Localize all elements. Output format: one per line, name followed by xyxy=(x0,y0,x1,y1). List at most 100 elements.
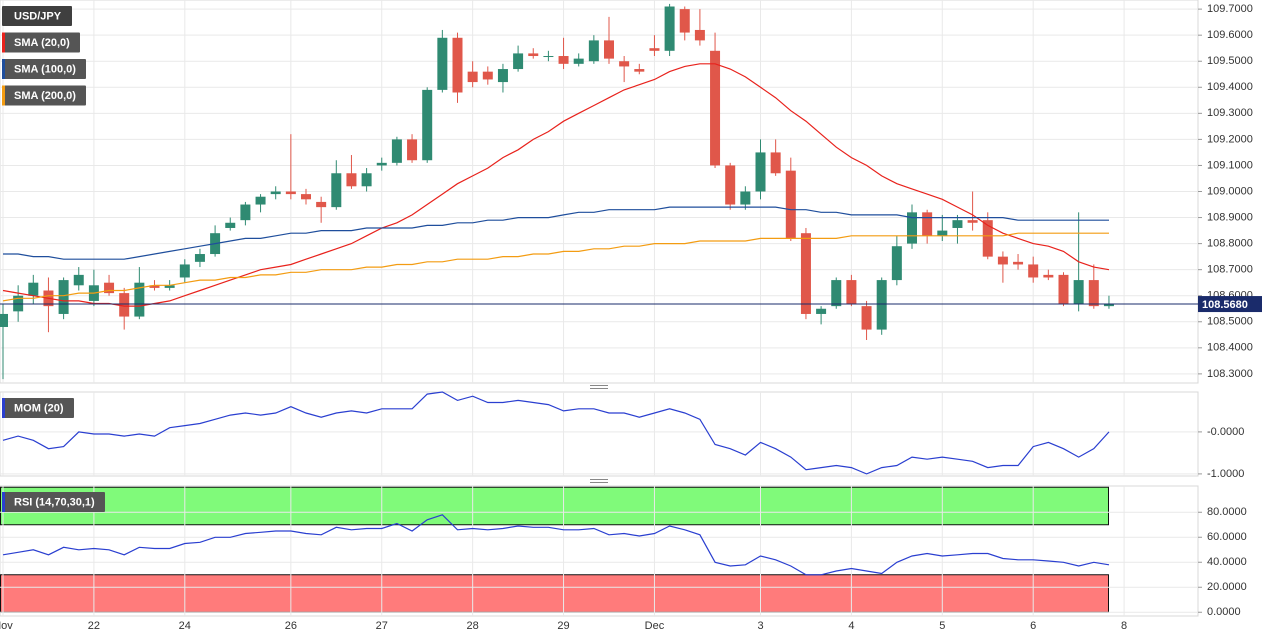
x-tick-label: 4 xyxy=(848,620,854,632)
candle-body xyxy=(240,204,251,221)
candle-body xyxy=(0,313,8,327)
last-price-label: 108.5680 xyxy=(1202,299,1248,311)
candle-body xyxy=(58,280,69,314)
candle-body xyxy=(1088,280,1099,307)
candle-body xyxy=(285,191,296,195)
candle-body xyxy=(619,61,630,67)
candle-body xyxy=(104,282,115,294)
candle-body xyxy=(876,280,887,330)
candle-body xyxy=(891,246,902,281)
candle-body xyxy=(967,220,978,223)
candle-body xyxy=(164,285,175,288)
legend-label: SMA (200,0) xyxy=(14,90,76,102)
indicator-line xyxy=(3,206,1109,260)
candle-body xyxy=(225,222,236,228)
candle-body xyxy=(740,191,751,205)
x-tick-label: 22 xyxy=(88,620,100,632)
over-layer: Nov 22 24 26 27 28 29 Dec 3 4 5 6 8 108.3000 108.4000 1… xyxy=(0,3,1262,632)
x-tick-label: 24 xyxy=(179,620,191,632)
candle-body xyxy=(28,282,39,296)
candle-body xyxy=(437,37,448,90)
candle-body xyxy=(482,71,493,80)
candle-body xyxy=(1028,264,1039,278)
y-tick-label: -1.0000 xyxy=(1207,468,1244,480)
x-tick-label: 8 xyxy=(1121,620,1127,632)
legend-box xyxy=(2,85,86,106)
candle-body xyxy=(543,56,554,58)
candle-body xyxy=(134,282,145,317)
x-tick-label: 3 xyxy=(757,620,763,632)
y-tick-label: 109.7000 xyxy=(1207,3,1253,15)
x-tick-label: Dec xyxy=(645,620,665,632)
candle-body xyxy=(301,194,311,200)
candle-body xyxy=(694,29,705,41)
candle-body xyxy=(119,293,130,317)
candle-body xyxy=(407,139,418,161)
candle-body xyxy=(785,170,796,239)
candle-body xyxy=(497,69,508,83)
candle-body xyxy=(1043,274,1054,278)
legend-label: USD/JPY xyxy=(14,10,62,22)
y-tick-label: 0.0000 xyxy=(1207,606,1241,618)
candle-body xyxy=(997,256,1008,265)
legend-swatch xyxy=(2,59,5,79)
y-tick-label: 108.9000 xyxy=(1207,211,1253,223)
x-tick-label: 26 xyxy=(285,620,297,632)
candle-body xyxy=(513,53,524,70)
candle-body xyxy=(361,173,372,187)
candle-body xyxy=(816,308,827,314)
y-tick-label: 108.5000 xyxy=(1207,316,1253,328)
mom-panel xyxy=(0,391,1199,477)
legend-box xyxy=(2,59,86,79)
candle-body xyxy=(179,264,190,278)
legend-label: MOM (20) xyxy=(14,402,64,414)
y-tick-label: 109.4000 xyxy=(1207,81,1253,93)
candle-body xyxy=(634,69,645,72)
candle-body xyxy=(952,220,963,228)
y-tick-label: 108.3000 xyxy=(1207,368,1253,380)
indicator-line xyxy=(2,391,1110,475)
candle-body xyxy=(710,50,721,166)
candle-body xyxy=(982,220,993,257)
candle-body xyxy=(1103,304,1114,307)
y-tick-label: 109.5000 xyxy=(1207,55,1253,67)
x-tick-label: 27 xyxy=(376,620,388,632)
x-tick-label: Nov xyxy=(0,620,13,632)
indicator-line xyxy=(2,514,1110,576)
x-tick-label: 5 xyxy=(939,620,945,632)
y-tick-label: 20.0000 xyxy=(1207,581,1247,593)
panel-handle[interactable] xyxy=(590,479,608,483)
indicator-line xyxy=(2,232,1109,302)
candle-body xyxy=(861,306,872,330)
candle-body xyxy=(846,280,857,304)
legend-label: SMA (20,0) xyxy=(14,37,70,49)
y-tick-label: 108.8000 xyxy=(1207,238,1253,250)
candle-body xyxy=(467,71,478,83)
candle-body xyxy=(800,233,811,314)
candle-body xyxy=(907,212,917,244)
candle-body xyxy=(1073,280,1084,304)
y-tick-label: 40.0000 xyxy=(1207,556,1247,568)
indicator-line xyxy=(2,63,1110,307)
candle-body xyxy=(270,191,281,195)
y-tick-label: 109.3000 xyxy=(1207,107,1253,119)
candle-body xyxy=(13,295,24,312)
candle-body xyxy=(391,139,402,163)
candle-body xyxy=(528,53,539,57)
legend-label: SMA (100,0) xyxy=(14,63,76,75)
candle-body xyxy=(316,201,327,208)
y-tick-label: 109.6000 xyxy=(1207,29,1253,41)
legend-swatch xyxy=(2,398,5,418)
legend-box xyxy=(2,32,80,53)
candle-body xyxy=(831,280,842,307)
candle-body xyxy=(73,274,84,286)
candle-body xyxy=(922,212,933,236)
candle-body xyxy=(452,37,463,93)
y-tick-label: 108.7000 xyxy=(1207,264,1253,276)
panel-handle[interactable] xyxy=(590,385,608,389)
y-tick-label: 60.0000 xyxy=(1207,531,1247,543)
y-tick-label: 109.0000 xyxy=(1207,185,1253,197)
legend-swatch xyxy=(2,492,5,512)
candle-body xyxy=(573,58,584,64)
